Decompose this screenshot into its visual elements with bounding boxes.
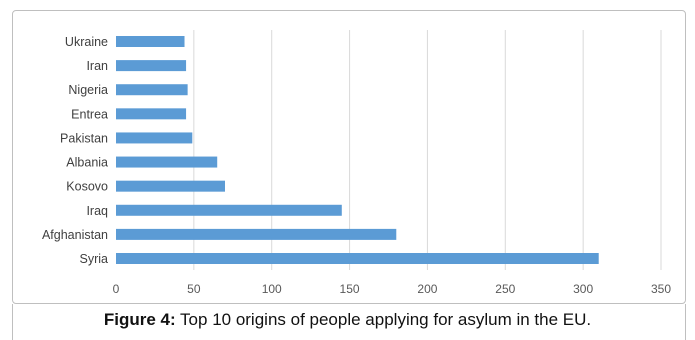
bar-entrea [116,108,187,120]
x-tick-label: 350 [651,282,671,296]
x-tick-label: 300 [573,282,593,296]
x-tick-labels: 0 50 100 150 200 250 300 350 [113,282,672,296]
bar-albania [116,156,218,168]
category-label-albania: Albania [66,156,108,170]
bar-syria [116,253,599,264]
bar-iraq [116,204,342,216]
caption-prefix: Figure 4: [103,310,176,329]
bars [116,36,599,264]
bar-iran [116,60,187,72]
bar-kosovo [116,180,225,192]
caption-text: Top 10 origins of people applying for as… [175,310,592,329]
bar-pakistan [116,132,193,144]
x-tick-label: 0 [113,282,120,296]
x-tick-label: 250 [495,282,515,296]
category-label-nigeria: Nigeria [68,83,108,97]
x-tick-label: 150 [340,282,360,296]
category-label-afghanistan: Afghanistan [42,228,108,242]
x-tick-label: 100 [262,282,282,296]
category-label-iran: Iran [86,59,108,73]
bar-ukraine [116,36,185,47]
figure-caption: Figure 4: Top 10 origins of people apply… [0,310,695,330]
category-label-pakistan: Pakistan [60,131,108,145]
category-label-syria: Syria [80,252,109,266]
category-labels: Syria Afghanistan Iraq Kosovo Albania Pakista… [42,35,108,266]
category-label-ukraine: Ukraine [65,35,108,49]
category-label-kosovo: Kosovo [66,180,108,194]
x-tick-label: 200 [417,282,437,296]
grid-lines [193,30,662,270]
bar-afghanistan [116,228,397,240]
bar-nigeria [116,84,188,96]
x-tick-label: 50 [187,282,201,296]
category-label-entrea: Entrea [71,107,108,121]
category-label-iraq: Iraq [86,204,108,218]
bar-chart: Syria Afghanistan Iraq Kosovo Albania Pakista… [42,30,672,296]
caption-box [12,304,686,340]
